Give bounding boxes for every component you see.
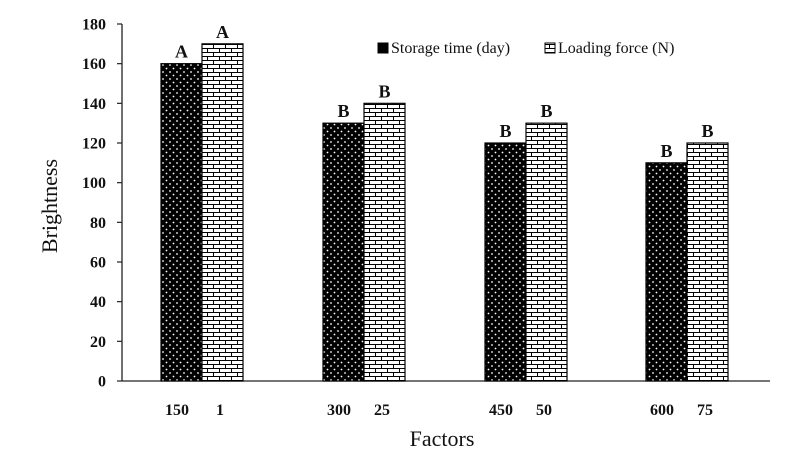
y-tick-label: 180 — [82, 17, 106, 34]
x-tick-label-secondary: 50 — [536, 402, 552, 419]
labels-group: A A 150 1 B B 300 25 B B 450 50 B B 600 75 — [165, 22, 714, 419]
significance-letter: A — [175, 42, 188, 62]
y-tick-label: 140 — [82, 96, 106, 113]
legend-label-loading-force: Loading force (N) — [558, 40, 674, 57]
x-axis-title: Factors — [410, 426, 475, 451]
bar-storage-time-600 — [645, 162, 688, 382]
bar-loading-force-600 — [686, 142, 729, 382]
y-tick-label: 20 — [90, 334, 106, 351]
significance-letter: B — [701, 121, 713, 141]
x-tick-label-secondary: 1 — [216, 402, 224, 419]
x-tick-label-primary: 150 — [165, 402, 189, 419]
x-tick-label-secondary: 75 — [697, 402, 713, 419]
legend-label-storage-time: Storage time (day) — [391, 40, 510, 57]
y-tick-label: 0 — [98, 374, 106, 391]
bar-loading-force-150 — [201, 43, 244, 382]
y-tick-label: 80 — [90, 215, 106, 232]
significance-letter: A — [216, 22, 229, 42]
x-tick-label-primary: 300 — [327, 402, 351, 419]
significance-letter: B — [540, 101, 552, 121]
y-tick-label: 160 — [82, 56, 106, 73]
legend-swatch-loading-force — [544, 42, 556, 54]
y-tick-label: 60 — [90, 255, 106, 272]
significance-letter: B — [337, 101, 349, 121]
y-tick-label: 40 — [90, 294, 106, 311]
legend: Storage time (day) Loading force (N) — [377, 40, 674, 57]
significance-letter: B — [499, 121, 511, 141]
bar-storage-time-150 — [160, 63, 203, 382]
y-axis-title: Brightness — [37, 159, 62, 253]
significance-letter: B — [378, 81, 390, 101]
y-tick-label: 120 — [82, 136, 106, 153]
bar-loading-force-450 — [525, 122, 568, 382]
x-tick-label-primary: 450 — [489, 402, 513, 419]
bar-storage-time-450 — [484, 142, 527, 382]
x-tick-label-secondary: 25 — [374, 402, 390, 419]
y-tick-label: 100 — [82, 175, 106, 192]
x-tick-label-primary: 600 — [650, 402, 674, 419]
bar-loading-force-300 — [363, 102, 406, 382]
bar-storage-time-300 — [322, 122, 365, 382]
legend-swatch-storage-time — [377, 42, 389, 54]
bars-group — [160, 43, 729, 382]
significance-letter: B — [660, 141, 672, 161]
